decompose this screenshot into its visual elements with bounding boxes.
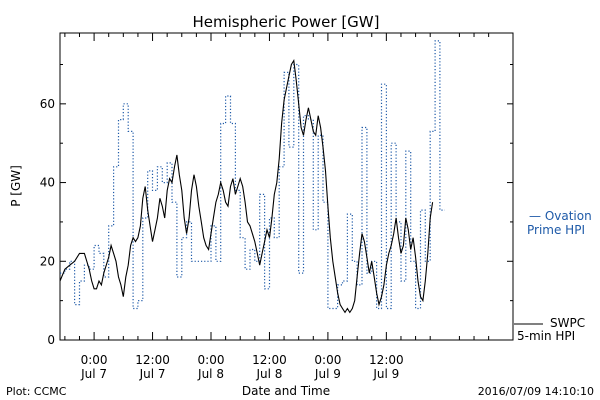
y-tick-label: 20 xyxy=(40,254,55,268)
series-line-ovation-prime xyxy=(60,40,445,310)
y-axis-label: P [GW] xyxy=(9,165,23,207)
legend-swpc-line1: SWPC xyxy=(550,316,585,330)
x-tick-time: 12:00 xyxy=(369,353,404,367)
chart-title: Hemispheric Power [GW] xyxy=(193,13,380,31)
x-tick-time: 0:00 xyxy=(198,353,225,367)
plot-frame xyxy=(59,32,514,341)
x-tick-time: 12:00 xyxy=(252,353,287,367)
x-tick-day: Jul 9 xyxy=(314,367,341,381)
x-tick-time: 0:00 xyxy=(314,353,341,367)
y-tick-label: 60 xyxy=(40,97,55,111)
x-tick-time: 0:00 xyxy=(81,353,108,367)
x-tick-day: Jul 8 xyxy=(255,367,282,381)
series-layer xyxy=(59,40,445,314)
legend-ovation-line2: Prime HPI xyxy=(527,223,585,237)
legend-swpc: SWPC 5-min HPI xyxy=(514,316,585,343)
series-line-swpc xyxy=(59,58,434,314)
x-tick-day: Jul 9 xyxy=(372,367,399,381)
y-axis: 0 20 40 60 xyxy=(40,63,513,347)
x-tick-day: Jul 7 xyxy=(139,367,166,381)
legend-ovation-line1: — Ovation xyxy=(529,209,592,223)
legend-swpc-line2: 5-min HPI xyxy=(517,329,575,343)
x-tick-day: Jul 8 xyxy=(197,367,224,381)
x-tick-time: 12:00 xyxy=(135,353,170,367)
plot-credit: Plot: CCMC xyxy=(6,385,67,398)
legend-ovation: — Ovation Prime HPI xyxy=(527,209,592,237)
y-tick-label: 40 xyxy=(40,176,55,190)
x-axis-label: Date and Time xyxy=(242,384,330,398)
y-tick-label: 0 xyxy=(47,333,55,347)
x-tick-day: Jul 7 xyxy=(80,367,107,381)
plot-timestamp: 2016/07/09 14:10:10 xyxy=(478,385,594,398)
